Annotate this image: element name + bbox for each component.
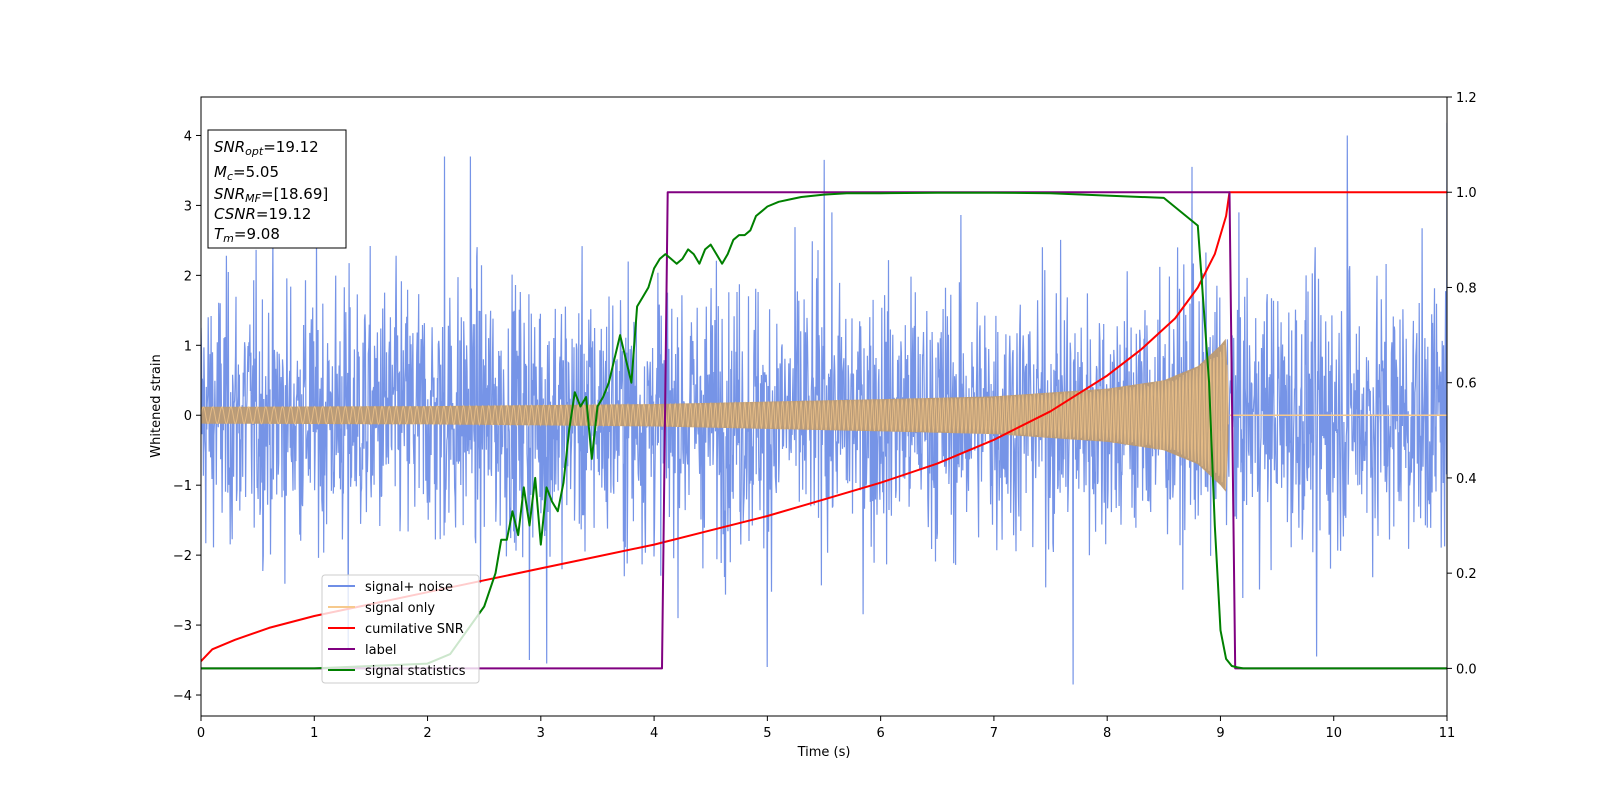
x-axis: 0 1 2 3 4 5 6 7 8 9 10 11 — [197, 716, 1455, 741]
stat-line: SNRMF=[18.69] — [214, 185, 328, 205]
legend-label: signal only — [365, 601, 435, 616]
x-tick-label: 11 — [1439, 726, 1456, 741]
x-tick-label: 6 — [876, 726, 884, 741]
y-left-tick-label: −4 — [173, 689, 192, 704]
y-left-tick-label: 0 — [184, 409, 192, 424]
x-tick-label: 5 — [763, 726, 771, 741]
legend-label: label — [365, 643, 396, 658]
x-tick-label: 2 — [423, 726, 431, 741]
y-left-tick-label: 2 — [184, 269, 192, 284]
stat-line: SNRopt=19.12 — [214, 138, 319, 158]
y-right-tick-label: 0.4 — [1456, 472, 1477, 487]
legend-label: signal+ noise — [365, 580, 453, 595]
y-left-tick-label: −1 — [173, 479, 192, 494]
series-signal-only-wave — [201, 344, 1229, 489]
series-signal-statistics — [201, 191, 1447, 670]
legend-label: signal statistics — [365, 664, 466, 679]
x-tick-label: 1 — [310, 726, 318, 741]
legend: signal+ noise signal only cumilative SNR la… — [321, 574, 480, 684]
y-right-tick-label: 1.0 — [1456, 186, 1477, 201]
y-left-tick-label: 3 — [184, 199, 192, 214]
y-left-tick-label: −2 — [173, 549, 192, 564]
y-right-tick-label: 0.2 — [1456, 567, 1477, 582]
x-tick-label: 10 — [1325, 726, 1342, 741]
y-left-tick-label: 1 — [184, 339, 192, 354]
y-right-tick-label: 0.0 — [1456, 662, 1477, 677]
legend-label: cumilative SNR — [365, 622, 464, 637]
y-left-tick-label: 4 — [184, 129, 192, 144]
y-right-tick-label: 0.6 — [1456, 377, 1477, 392]
y-axis-title: Whitened strain — [149, 354, 164, 457]
plot-frame — [200, 96, 1448, 717]
stats-annotation-box: SNRopt=19.12 Mc=5.05SNRMF=[18.69]CSNR=19.… — [207, 129, 347, 249]
x-tick-label: 8 — [1103, 726, 1111, 741]
x-tick-label: 4 — [650, 726, 658, 741]
series-layer — [201, 122, 1447, 685]
y-right-tick-label: 1.2 — [1456, 91, 1477, 106]
x-tick-label: 3 — [537, 726, 545, 741]
x-tick-label: 9 — [1216, 726, 1224, 741]
x-tick-label: 7 — [990, 726, 998, 741]
y-axis-left: 4 3 2 1 0 −1 −2 −3 −4 — [173, 129, 201, 704]
x-axis-title: Time (s) — [797, 745, 851, 760]
stat-line: CSNR=19.12 — [214, 205, 311, 223]
stat-line: Tm=9.08 — [214, 225, 280, 245]
series-signal-only — [201, 338, 1229, 492]
y-axis-right: 1.2 1.0 0.8 0.6 0.4 0.2 0.0 — [1447, 91, 1477, 677]
stat-line: Mc=5.05 — [214, 163, 279, 183]
y-left-tick-label: −3 — [173, 619, 192, 634]
x-tick-label: 0 — [197, 726, 205, 741]
y-right-tick-label: 0.8 — [1456, 281, 1477, 296]
